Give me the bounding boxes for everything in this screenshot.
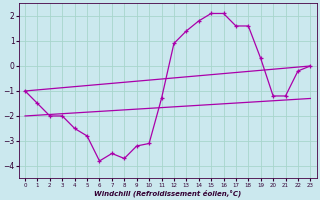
- X-axis label: Windchill (Refroidissement éolien,°C): Windchill (Refroidissement éolien,°C): [94, 189, 241, 197]
